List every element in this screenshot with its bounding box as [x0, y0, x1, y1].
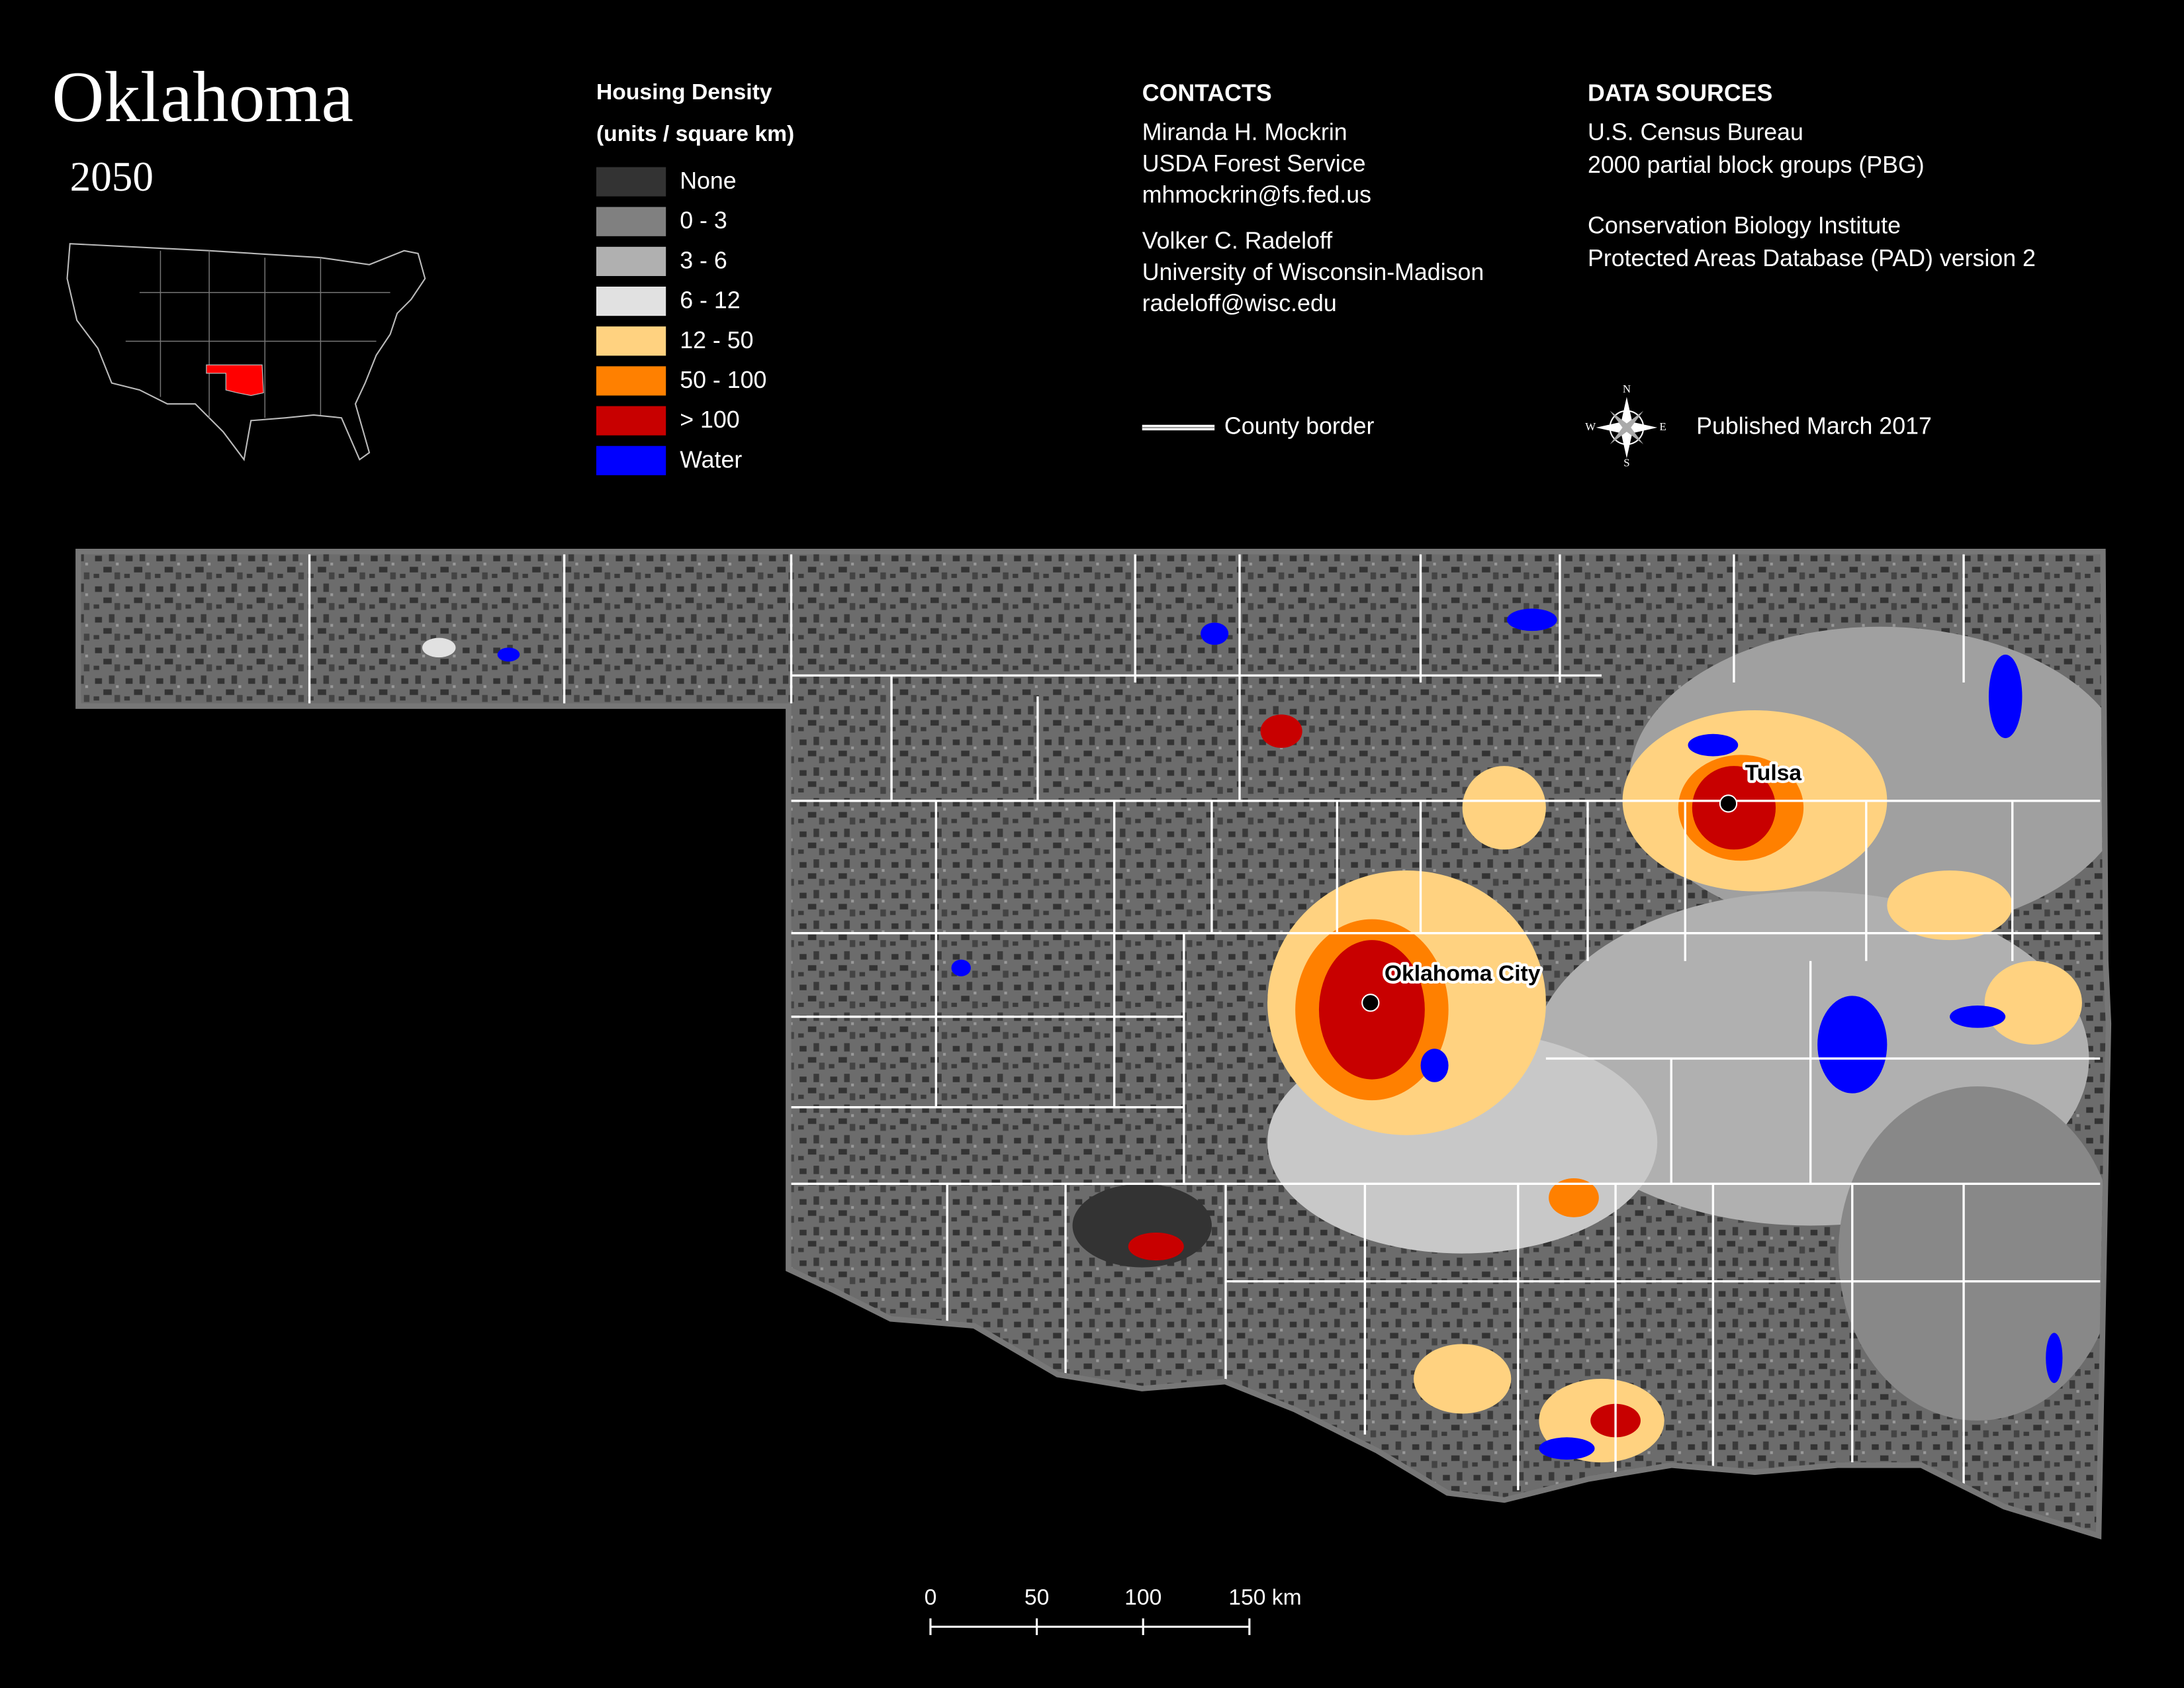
map-title: Oklahoma — [52, 57, 353, 137]
legend-swatch — [596, 366, 666, 396]
legend-swatch — [596, 445, 666, 475]
scale-tick-label: 50 — [1024, 1585, 1049, 1610]
county-border-label: County border — [1224, 412, 1375, 439]
scale-tick-label: 0 — [925, 1585, 937, 1610]
published-note: Published March 2017 — [1696, 412, 1932, 439]
legend-label: 3 - 6 — [680, 247, 727, 273]
contact-line: Volker C. Radeloff — [1142, 228, 1333, 254]
compass-letter: S — [1623, 456, 1629, 469]
city-label-halo: Oklahoma City — [1385, 962, 1541, 986]
source-line: 2000 partial block groups (PBG) — [1588, 152, 1925, 178]
legend-label: None — [680, 167, 736, 194]
compass-letter: E — [1659, 420, 1666, 433]
legend-title: Housing Density — [596, 80, 772, 105]
legend-swatch — [596, 326, 666, 356]
contact-line: Miranda H. Mockrin — [1142, 118, 1347, 145]
legend-swatch — [596, 207, 666, 236]
map-year: 2050 — [70, 154, 154, 200]
state-map — [81, 554, 2131, 1532]
scale-tick-label: 150 km — [1228, 1585, 1301, 1610]
legend-label: 0 - 3 — [680, 207, 727, 234]
contacts-heading: CONTACTS — [1142, 80, 1272, 107]
legend-label: 12 - 50 — [680, 327, 753, 353]
legend-swatch — [596, 167, 666, 197]
compass-letter: W — [1585, 420, 1596, 433]
contact-line: University of Wisconsin-Madison — [1142, 259, 1484, 285]
legend-swatch — [596, 406, 666, 436]
legend-label: > 100 — [680, 406, 739, 433]
compass-rose — [1596, 397, 1658, 459]
city-label-halo: Tulsa — [1745, 761, 1802, 786]
water-bodies — [497, 608, 2063, 1460]
county-borders — [308, 554, 2101, 1505]
city-label: Oklahoma City — [1385, 962, 1541, 986]
legend-label: Water — [680, 446, 742, 473]
city-dot — [1361, 994, 1380, 1012]
legend-swatch — [596, 286, 666, 316]
legend-swatch — [596, 246, 666, 277]
inset-us-map — [66, 243, 426, 461]
city-label: Tulsa — [1745, 761, 1802, 786]
city-dot — [1719, 794, 1738, 813]
source-line: U.S. Census Bureau — [1588, 118, 1803, 145]
legend-subtitle: (units / square km) — [596, 122, 794, 146]
contact-line: radeloff@wisc.edu — [1142, 290, 1337, 316]
source-line: Protected Areas Database (PAD) version 2 — [1588, 245, 2036, 271]
legend-label: 50 - 100 — [680, 367, 766, 393]
legend-label: 6 - 12 — [680, 287, 740, 314]
sources-heading: DATA SOURCES — [1588, 80, 1772, 107]
contact-line: mhmockrin@fs.fed.us — [1142, 181, 1371, 208]
scale-tick-label: 100 — [1124, 1585, 1161, 1610]
source-line: Conservation Biology Institute — [1588, 212, 1901, 238]
contact-line: USDA Forest Service — [1142, 150, 1366, 177]
compass-letter: N — [1623, 383, 1631, 395]
